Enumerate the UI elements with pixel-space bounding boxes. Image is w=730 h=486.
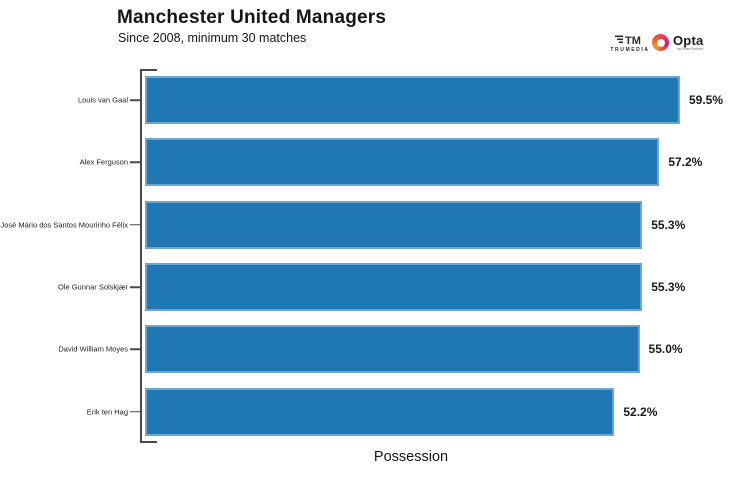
bar-row: Louis van Gaal 59.5% bbox=[0, 69, 730, 131]
value-label: 55.0% bbox=[648, 342, 683, 357]
value-label: 57.2% bbox=[668, 155, 703, 170]
category-label: Alex Ferguson bbox=[79, 157, 128, 167]
y-axis-cap-top bbox=[140, 69, 157, 71]
bar bbox=[145, 138, 660, 187]
bar-track: 55.0% bbox=[141, 325, 730, 374]
chart-subtitle: Since 2008, minimum 30 matches bbox=[118, 31, 307, 45]
category-label: Louis van Gaal bbox=[77, 95, 128, 105]
trumedia-logo: TM TRUMEDIA bbox=[598, 33, 662, 53]
y-tick-icon bbox=[130, 411, 140, 413]
x-axis-title: Possession bbox=[373, 449, 449, 465]
trumedia-icon: TM bbox=[615, 35, 641, 46]
bar-track: 55.3% bbox=[141, 263, 730, 312]
y-tick-icon bbox=[130, 348, 140, 351]
bar-row: Alex Ferguson 57.2% bbox=[0, 131, 730, 193]
bar-row: Ole Gunnar Solskjær 55.3% bbox=[0, 256, 730, 318]
bar-track: 55.3% bbox=[141, 200, 730, 249]
chart-title: Manchester United Managers bbox=[117, 7, 387, 28]
bar bbox=[145, 387, 615, 436]
value-label: 55.3% bbox=[651, 217, 686, 232]
bar bbox=[145, 200, 643, 249]
category-label: Ole Gunnar Solskjær bbox=[57, 282, 128, 292]
category-label: David William Moyes bbox=[58, 344, 128, 354]
category-label: José Mário dos Santos Mourinho Félix bbox=[0, 220, 128, 230]
y-tick-icon bbox=[130, 224, 140, 226]
opta-tagline: by Stats Perform bbox=[677, 47, 704, 51]
y-tick-icon bbox=[130, 99, 140, 101]
plot-area: Louis van Gaal 59.5% Alex Ferguson 57.2%… bbox=[0, 69, 730, 443]
value-label: 59.5% bbox=[689, 93, 724, 108]
trumedia-mark-text: TM bbox=[625, 35, 641, 46]
bar-track: 52.2% bbox=[141, 387, 730, 436]
bar bbox=[145, 76, 680, 125]
bar-row: José Mário dos Santos Mourinho Félix 55.… bbox=[0, 194, 730, 256]
y-axis-line bbox=[140, 69, 142, 443]
value-label: 55.3% bbox=[651, 280, 686, 295]
opta-label: Opta bbox=[673, 33, 704, 48]
bar bbox=[145, 263, 643, 312]
opta-ring-icon bbox=[652, 34, 669, 52]
trumedia-label: TRUMEDIA bbox=[610, 47, 650, 53]
value-label: 52.2% bbox=[623, 404, 658, 419]
bar-row: Erik ten Hag 52.2% bbox=[0, 381, 730, 443]
bar bbox=[145, 325, 640, 374]
opta-logo: Opta by Stats Perform bbox=[652, 34, 703, 52]
y-axis-cap-bottom bbox=[140, 441, 157, 443]
category-label: Erik ten Hag bbox=[86, 407, 128, 417]
bar-track: 59.5% bbox=[141, 76, 730, 125]
bar-track: 57.2% bbox=[141, 138, 730, 187]
y-tick-icon bbox=[130, 286, 140, 288]
bar-rows: Louis van Gaal 59.5% Alex Ferguson 57.2%… bbox=[0, 69, 730, 443]
y-tick-icon bbox=[130, 161, 140, 164]
bar-row: David William Moyes 55.0% bbox=[0, 318, 730, 380]
